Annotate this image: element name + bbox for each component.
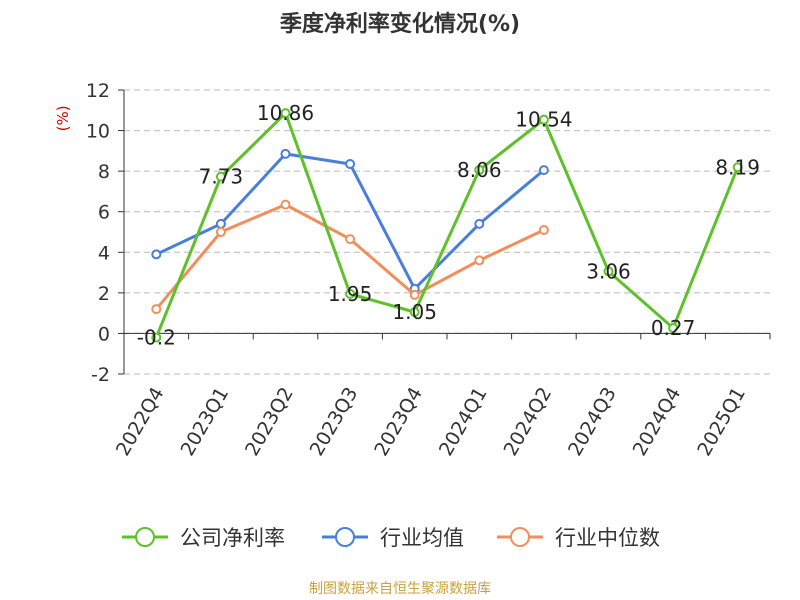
- y-tick-label: 6: [98, 202, 110, 224]
- data-point[interactable]: [732, 162, 743, 173]
- y-tick-label: 8: [98, 161, 110, 183]
- data-label: 10.86: [257, 101, 314, 125]
- data-point[interactable]: [215, 218, 226, 229]
- data-point[interactable]: [409, 307, 420, 318]
- y-tick-label: 2: [98, 283, 110, 305]
- y-tick-label: 4: [98, 242, 110, 264]
- legend-label[interactable]: 行业均值: [380, 526, 464, 550]
- x-tick-label: 2025Q1: [693, 384, 750, 460]
- y-tick-label: 12: [86, 80, 110, 102]
- y-tick-label: 0: [98, 323, 110, 345]
- x-tick-label: 2024Q2: [499, 384, 556, 460]
- data-point[interactable]: [668, 322, 679, 333]
- data-label: 7.73: [199, 165, 244, 189]
- data-point[interactable]: [280, 148, 291, 159]
- chart-title: 季度净利率变化情况(%): [279, 12, 521, 37]
- data-point[interactable]: [151, 304, 162, 315]
- x-tick-label: 2023Q4: [370, 384, 427, 460]
- x-tick-label: 2024Q4: [629, 384, 686, 460]
- data-point[interactable]: [345, 159, 356, 170]
- series-line: [154, 111, 740, 339]
- data-point[interactable]: [538, 114, 549, 125]
- x-tick-label: 2023Q3: [306, 384, 363, 460]
- data-point[interactable]: [474, 218, 485, 229]
- data-point[interactable]: [538, 224, 549, 235]
- data-label: 8.19: [715, 155, 760, 179]
- data-label: 0.27: [651, 316, 696, 340]
- data-point[interactable]: [345, 288, 356, 299]
- legend-label[interactable]: 公司净利率: [180, 526, 285, 550]
- x-tick-label: 2023Q2: [241, 384, 298, 460]
- y-axis-label: (%): [54, 105, 72, 131]
- legend-marker[interactable]: [510, 527, 530, 547]
- data-label: -0.2: [137, 325, 176, 349]
- data-point[interactable]: [280, 108, 291, 119]
- x-tick-label: 2024Q3: [564, 384, 621, 460]
- y-tick-label: 10: [86, 121, 110, 143]
- legend-marker[interactable]: [135, 527, 155, 547]
- x-tick-label: 2023Q1: [176, 384, 233, 460]
- data-point[interactable]: [538, 165, 549, 176]
- data-point[interactable]: [603, 266, 614, 277]
- data-label: 1.95: [328, 282, 373, 306]
- data-label: 1.05: [392, 300, 437, 324]
- x-tick-label: 2022Q4: [112, 384, 169, 460]
- legend-label[interactable]: 行业中位数: [555, 526, 660, 550]
- data-point[interactable]: [280, 199, 291, 210]
- data-point[interactable]: [345, 234, 356, 245]
- data-point[interactable]: [151, 332, 162, 343]
- x-tick-label: 2024Q1: [435, 384, 492, 460]
- data-point[interactable]: [151, 249, 162, 260]
- legend-marker[interactable]: [335, 527, 355, 547]
- data-point[interactable]: [215, 227, 226, 237]
- data-point[interactable]: [474, 255, 485, 266]
- data-label: 3.06: [586, 259, 631, 283]
- data-label: 10.54: [515, 108, 572, 132]
- data-point[interactable]: [409, 289, 420, 300]
- data-label: 8.06: [457, 158, 502, 182]
- data-point[interactable]: [474, 164, 485, 175]
- data-point[interactable]: [215, 171, 226, 182]
- data-source-note: 制图数据来自恒生聚源数据库: [309, 581, 491, 597]
- y-tick-label: -2: [91, 364, 110, 386]
